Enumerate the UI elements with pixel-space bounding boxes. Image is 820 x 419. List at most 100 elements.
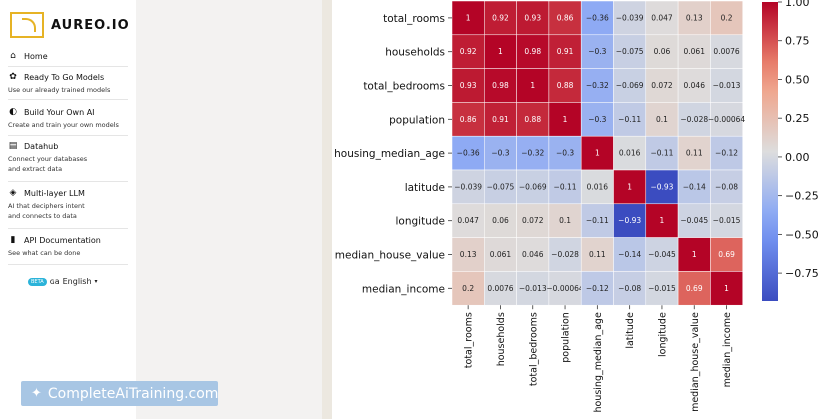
watermark-banner[interactable]: ✦ CompleteAiTraining.com	[21, 381, 218, 406]
row-label: total_rooms	[383, 13, 445, 25]
sidebar-item-label: API Documentation	[24, 235, 101, 245]
cell-value: 0.046	[684, 81, 706, 90]
layers-icon: ◈	[9, 188, 17, 198]
row-label: median_house_value	[335, 250, 445, 262]
heatmap-cell	[516, 135, 550, 171]
cell-value: 0.98	[524, 47, 541, 56]
cell-value: 0.11	[686, 149, 703, 158]
cell-value: 0.016	[619, 149, 641, 158]
heatmap-cell	[645, 68, 679, 103]
cell-value: −0.015	[648, 284, 676, 293]
heatmap-cell	[710, 271, 743, 306]
sidebar-item-api-docs[interactable]: ▮ API Documentation See what can be done	[8, 235, 128, 258]
heatmap-cell	[548, 271, 582, 306]
column-label: total_bedrooms	[528, 312, 539, 386]
heatmap-cell	[451, 169, 485, 205]
cell-value: 0.69	[718, 250, 735, 259]
heatmap-cell	[645, 203, 679, 238]
heatmap-cell	[580, 271, 614, 306]
colorbar-tick-label: 0.25	[785, 112, 810, 125]
cell-value: −0.08	[618, 284, 641, 293]
cell-value: −0.14	[683, 182, 706, 191]
logo-icon	[10, 12, 44, 38]
cell-value: −0.045	[680, 216, 708, 225]
cell-value: −0.015	[713, 216, 741, 225]
sidebar-item-sub: and connects to data	[8, 212, 77, 220]
cell-value: 0.86	[460, 115, 477, 124]
cell-value: 0.016	[587, 182, 609, 191]
cell-value: −0.00064	[708, 115, 746, 124]
column-label: population	[561, 312, 572, 363]
row-label: households	[385, 47, 445, 59]
heatmap-cell	[451, 102, 485, 137]
sparkle-icon: ✦	[31, 386, 42, 401]
column-label: households	[496, 312, 507, 366]
heatmap-cell	[451, 135, 485, 171]
sidebar-item-home[interactable]: ⌂ Home	[8, 51, 128, 61]
column-label: median_house_value	[690, 312, 701, 412]
row-label: longitude	[396, 216, 445, 228]
cell-value: −0.08	[715, 182, 738, 191]
heatmap-cell	[548, 169, 582, 205]
cell-value: 0.072	[651, 81, 673, 90]
heatmap-cell	[548, 237, 582, 272]
sidebar-item-sub: See what can be done	[8, 249, 81, 257]
heatmap-cell	[580, 68, 614, 103]
sidebar-item-build-ai[interactable]: ◐ Build Your Own AI Create and train your…	[8, 107, 128, 130]
brand-logo[interactable]: AUREO.IO	[10, 12, 130, 38]
heatmap-cell	[484, 169, 517, 205]
cell-value: −0.039	[454, 182, 482, 191]
cell-value: −0.12	[715, 149, 738, 158]
book-icon: ▮	[10, 235, 16, 245]
heatmap-cell	[645, 34, 679, 69]
cell-value: 0.2	[462, 284, 474, 293]
cell-value: 0.11	[589, 250, 606, 259]
heatmap-cell	[548, 135, 582, 171]
cell-value: −0.11	[554, 182, 577, 191]
heatmap-cell	[516, 271, 550, 306]
cell-value: 0.69	[686, 284, 703, 293]
heatmap-cell	[710, 169, 743, 205]
cell-value: 0.98	[492, 81, 509, 90]
colorbar-tick-label: 0.75	[785, 35, 810, 48]
cell-value: 0.13	[686, 13, 703, 22]
cell-value: −0.3	[588, 115, 606, 124]
cell-value: −0.075	[616, 47, 644, 56]
cell-value: −0.36	[457, 149, 480, 158]
heatmap-cell	[484, 68, 517, 103]
heatmap-cell	[548, 0, 582, 36]
sidebar-item-label: Build Your Own AI	[24, 107, 95, 117]
sidebar-item-ready-models[interactable]: ✿ Ready To Go Models Use our already trai…	[8, 72, 128, 95]
divider	[8, 181, 128, 182]
heatmap-cell	[484, 102, 517, 137]
heatmap-cell	[451, 34, 485, 69]
sidebar-item-label: Datahub	[24, 141, 59, 151]
heatmap-cell	[548, 102, 582, 137]
cell-value: −0.3	[556, 149, 574, 158]
heatmap-cell	[677, 0, 711, 36]
cell-value: −0.3	[588, 47, 606, 56]
cell-value: 0.061	[490, 250, 512, 259]
cell-value: 0.06	[654, 47, 671, 56]
language-select[interactable]: BETA ɢa English ▾	[28, 277, 98, 286]
heatmap-cell	[710, 34, 743, 69]
heatmap-cell	[451, 237, 485, 272]
heatmap-cell	[710, 68, 743, 103]
colorbar-tick-label: 0.00	[785, 151, 810, 164]
cell-value: −0.32	[586, 81, 609, 90]
cell-value: −0.039	[616, 13, 644, 22]
column-label: housing_median_age	[593, 312, 604, 412]
heatmap-cell	[645, 237, 679, 272]
divider	[8, 135, 128, 136]
divider	[8, 66, 128, 67]
home-icon: ⌂	[10, 51, 16, 61]
scroll-divider	[322, 0, 332, 419]
column-label: latitude	[625, 312, 636, 349]
heatmap-cell	[484, 271, 517, 306]
sidebar-item-sub: Connect your databases	[8, 155, 88, 163]
cell-value: 0.047	[457, 216, 479, 225]
sidebar-item-datahub[interactable]: ▤ Datahub Connect your databases and extr…	[8, 141, 128, 174]
heatmap-cell	[580, 169, 614, 205]
sidebar-item-llm[interactable]: ◈ Multi-layer LLM AI that deciphers inten…	[8, 188, 128, 221]
cell-value: −0.069	[616, 81, 644, 90]
